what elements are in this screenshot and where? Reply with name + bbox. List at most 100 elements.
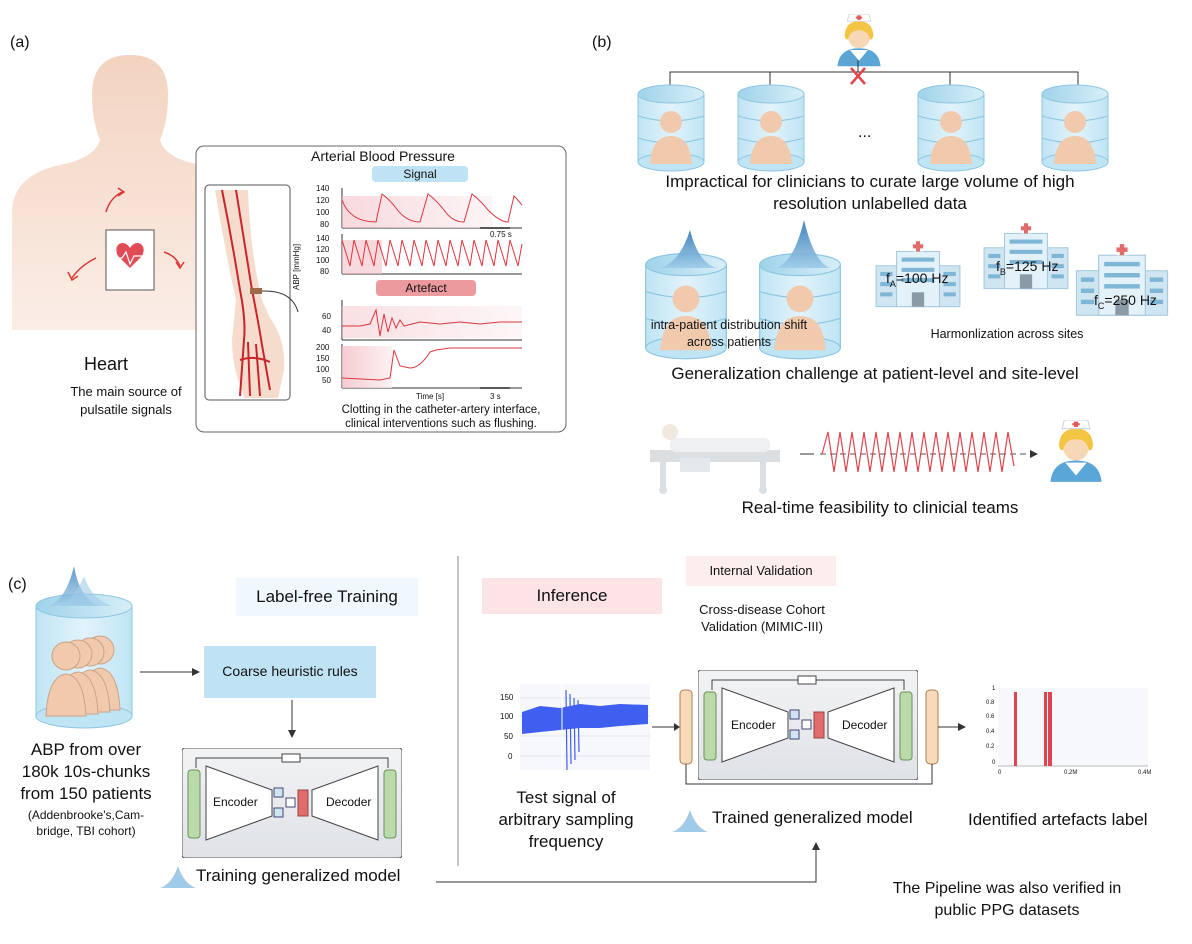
- artefact-tag: Artefact: [405, 281, 447, 295]
- heart-desc-1: The main source of: [70, 384, 182, 399]
- signal-tag-bg: [372, 166, 468, 182]
- label-free-training: Label-free Training: [256, 587, 398, 606]
- test-tick-3: 0: [508, 752, 513, 761]
- test-tick-2: 50: [504, 732, 513, 741]
- coarse-heuristic-rules: Coarse heuristic rules: [222, 663, 358, 679]
- tick-s1-3: 80: [320, 220, 329, 229]
- time-label: Time [s]: [416, 392, 445, 401]
- panel-c-label: (c): [8, 576, 27, 593]
- scale-artefact: 3 s: [490, 392, 501, 401]
- tick-a2-0: 200: [316, 343, 330, 352]
- heart-title: Heart: [84, 354, 129, 374]
- training-generalized-model: Training generalized model: [196, 866, 401, 885]
- out-tick-y-2: 0.6: [986, 714, 995, 720]
- cross-disease-line-2: Validation (MIMIC-III): [701, 619, 823, 634]
- test-line-3: frequency: [528, 832, 604, 851]
- inference: Inference: [536, 586, 608, 605]
- panel-b-label: (b): [592, 34, 612, 51]
- cohort-line-1: (Addenbrooke's,Cam-: [27, 808, 145, 822]
- abp-title: Arterial Blood Pressure: [311, 148, 455, 164]
- tick-s2-2: 100: [316, 256, 330, 265]
- test-tick-0: 150: [500, 693, 514, 702]
- patient-database-2: [737, 84, 805, 172]
- train-decoder-label: Decoder: [326, 795, 372, 809]
- ellipsis: ...: [858, 124, 872, 141]
- clinician-icon: [836, 14, 882, 67]
- artefact-plot-2: [341, 344, 522, 389]
- panel-a-label: (a): [10, 34, 30, 51]
- out-tick-y-0: 1: [992, 686, 996, 692]
- panel-c-graphics: [35, 556, 1148, 888]
- tick-a2-2: 100: [316, 365, 330, 374]
- hospital-bed-icon: [650, 424, 780, 494]
- internal-validation: Internal Validation: [709, 563, 813, 578]
- shift-line-2: across patients: [686, 335, 772, 349]
- test-signal-plot: [520, 684, 650, 771]
- cross-disease-line-1: Cross-disease Cohort: [699, 602, 825, 617]
- freq-c: fC=250 Hz: [1094, 292, 1157, 311]
- cohort-line-2: bridge, TBI cohort): [36, 824, 136, 838]
- infer-encoder-label: Encoder: [731, 718, 776, 732]
- out-tick-x-1: 0.2M: [1064, 770, 1078, 776]
- test-line-1: Test signal of: [516, 788, 616, 807]
- out-tick-y-3: 0.4: [986, 729, 995, 735]
- out-tick-y-4: 0.2: [986, 744, 995, 750]
- test-tick-1: 100: [500, 712, 514, 721]
- realtime: Real-time feasibility to clinicial teams: [741, 498, 1019, 517]
- inference-bg: [482, 578, 662, 614]
- shift-line-1: intra-patient distribution shift: [650, 318, 808, 332]
- hospital-b: [983, 222, 1069, 290]
- clinical-team-icon: [1049, 420, 1103, 483]
- patients-stack: [45, 635, 121, 717]
- harmonization: Harmonlization across sites: [930, 327, 1084, 341]
- out-tick-y-1: 0.8: [986, 700, 995, 706]
- trained-generalized-model: Trained generalized model: [712, 808, 913, 827]
- artery-lines: [221, 189, 271, 397]
- abp-line-1: ABP from over: [30, 740, 142, 759]
- body-silhouette: [12, 55, 212, 330]
- impractical-line-1: Impractical for clinicians to curate lar…: [665, 172, 1075, 191]
- out-tick-y-5: 0: [992, 760, 996, 766]
- patient-database-3: [917, 84, 985, 172]
- patient-database-1: [637, 84, 705, 172]
- abp-line-3: from 150 patients: [20, 784, 152, 803]
- test-line-2: arbitrary sampling: [498, 810, 634, 829]
- pipeline-line-2: public PPG datasets: [934, 902, 1080, 919]
- out-tick-x-0: 0: [998, 770, 1002, 776]
- out-tick-x-2: 0.4M: [1138, 770, 1152, 776]
- infer-decoder-label: Decoder: [842, 718, 888, 732]
- patient-database-4: [1041, 84, 1109, 172]
- tick-s2-1: 120: [316, 245, 330, 254]
- impractical-line-2: resolution unlabelled data: [773, 194, 967, 213]
- identified-artefacts-label: Identified artefacts label: [968, 810, 1148, 829]
- y-axis-label: ABP [mmHg]: [292, 243, 301, 290]
- tick-s1-0: 140: [316, 184, 330, 193]
- realtime-waveform: [821, 431, 1015, 473]
- tick-s1-2: 100: [316, 208, 330, 217]
- abp-line-2: 180k 10s-chunks: [21, 762, 151, 781]
- tick-a2-1: 150: [316, 354, 330, 363]
- heart-desc-2: pulsatile signals: [80, 402, 172, 417]
- coarse-box-bg: [204, 646, 376, 698]
- tick-s2-3: 80: [320, 267, 329, 276]
- train-encoder-label: Encoder: [213, 795, 258, 809]
- signal-tag: Signal: [403, 167, 437, 181]
- internal-bg: [686, 556, 836, 586]
- pipeline-line-1: The Pipeline was also verified in: [892, 880, 1122, 897]
- generalization: Generalization challenge at patient-leve…: [671, 364, 1079, 383]
- panel-b-graphics: [637, 14, 1169, 494]
- panel-a-graphics: [12, 55, 567, 433]
- freq-a: fA=100 Hz: [886, 270, 949, 289]
- heart-card: [105, 229, 155, 291]
- tick-a1-0: 60: [322, 312, 331, 321]
- scale-signal: 0.75 s: [490, 230, 512, 239]
- caption-line-1: Clotting in the catheter-artery interfac…: [341, 404, 541, 416]
- tick-s1-1: 120: [316, 196, 330, 205]
- caption-line-2: clinical interventions such as flushing.: [345, 418, 537, 430]
- tick-a1-1: 40: [322, 326, 331, 335]
- tick-s2-0: 140: [316, 234, 330, 243]
- artefact-tag-bg: [376, 280, 476, 296]
- signal-plot-2: [341, 234, 523, 275]
- signal-plot-1: [341, 188, 523, 229]
